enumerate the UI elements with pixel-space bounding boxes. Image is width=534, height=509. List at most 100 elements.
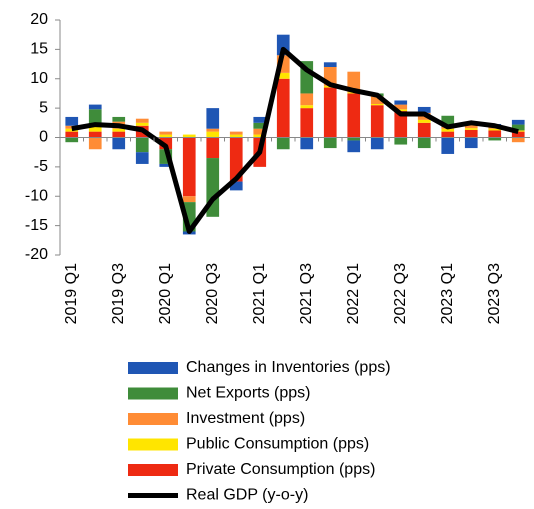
bar-segment bbox=[511, 124, 525, 131]
bar-segment bbox=[394, 104, 408, 110]
bar-segment bbox=[347, 140, 361, 153]
bar-segment bbox=[206, 108, 220, 129]
bar-segment bbox=[135, 118, 149, 123]
bar-segment bbox=[464, 125, 478, 129]
y-tick-label: -10 bbox=[25, 187, 48, 204]
y-tick-label: 0 bbox=[39, 129, 48, 146]
bar-segment bbox=[253, 122, 267, 129]
legend-label: Real GDP (y-o-y) bbox=[186, 487, 308, 504]
bar-segment bbox=[417, 106, 431, 113]
bar-segment bbox=[441, 128, 455, 132]
bar-segment bbox=[229, 134, 243, 138]
bar-segment bbox=[464, 129, 478, 138]
bar-segment bbox=[347, 71, 361, 93]
bar-segment bbox=[135, 152, 149, 164]
y-tick-label: -5 bbox=[34, 158, 48, 175]
bar-segment bbox=[370, 105, 384, 138]
bar-segment bbox=[370, 137, 384, 150]
bar-segment bbox=[135, 122, 149, 126]
bar-segment bbox=[229, 137, 243, 182]
bar-segment bbox=[112, 131, 126, 138]
bar-segment bbox=[323, 87, 337, 138]
y-tick-label: 10 bbox=[30, 70, 48, 87]
bar-segment bbox=[206, 128, 220, 132]
line-series bbox=[71, 46, 519, 234]
bar-segment bbox=[159, 131, 173, 135]
bar-segment bbox=[441, 131, 455, 138]
legend-swatch bbox=[128, 362, 178, 374]
legend-label: Private Consumption (pps) bbox=[186, 461, 375, 478]
bar-segment bbox=[511, 119, 525, 125]
bar-segment bbox=[276, 72, 290, 79]
bar-segment bbox=[488, 128, 502, 131]
bar-segment bbox=[65, 116, 79, 126]
x-tick-label: 2019 Q1 bbox=[63, 263, 80, 324]
bar-segment bbox=[441, 137, 455, 154]
bar-segment bbox=[182, 137, 196, 197]
bar-segment bbox=[417, 122, 431, 138]
bar-segment bbox=[112, 128, 126, 132]
bar-segment bbox=[88, 131, 102, 138]
legend-label: Public Consumption (pps) bbox=[186, 436, 369, 453]
bar-segment bbox=[253, 128, 267, 135]
x-tick-label: 2022 Q1 bbox=[345, 263, 362, 324]
x-tick-label: 2023 Q3 bbox=[486, 263, 503, 324]
bar-segment bbox=[206, 131, 220, 138]
bar-segment bbox=[394, 100, 408, 105]
x-tick-label: 2020 Q3 bbox=[204, 263, 221, 324]
bar-segment bbox=[88, 126, 102, 132]
bar-segment bbox=[253, 134, 267, 138]
bar-segment bbox=[464, 128, 478, 130]
bar-segment bbox=[300, 108, 314, 138]
bar-segment bbox=[417, 119, 431, 123]
bar-segment bbox=[394, 137, 408, 145]
y-tick-label: 20 bbox=[30, 11, 48, 28]
bar-segment bbox=[417, 137, 431, 149]
bar-segment bbox=[370, 104, 384, 106]
bar-segment bbox=[394, 109, 408, 112]
x-tick-label: 2023 Q1 bbox=[439, 263, 456, 324]
x-tick-label: 2022 Q3 bbox=[392, 263, 409, 324]
bar-segment bbox=[300, 137, 314, 150]
legend-label: Changes in Inventories (pps) bbox=[186, 359, 391, 376]
bar-segment bbox=[182, 134, 196, 138]
bar-segment bbox=[206, 137, 220, 159]
legend-swatch bbox=[128, 464, 178, 476]
bar-segment bbox=[488, 130, 502, 138]
legend-label: Investment (pps) bbox=[186, 410, 305, 427]
bar-segment bbox=[276, 137, 290, 150]
legend-swatch bbox=[128, 438, 178, 451]
bar-segment bbox=[323, 137, 337, 149]
bar-segment bbox=[65, 137, 79, 143]
bar-segment bbox=[370, 96, 384, 105]
bar-segment bbox=[135, 137, 149, 153]
bar-segment bbox=[347, 93, 361, 138]
bar-segment bbox=[229, 181, 243, 191]
legend-swatch bbox=[128, 413, 178, 425]
y-tick-label: 15 bbox=[30, 41, 48, 58]
bar-segment bbox=[276, 78, 290, 138]
bar-segment bbox=[65, 131, 79, 138]
bar-segment bbox=[511, 137, 525, 143]
bar-segment bbox=[159, 134, 173, 138]
bar-segment bbox=[182, 196, 196, 203]
bar-segment bbox=[88, 104, 102, 110]
bar-segment bbox=[347, 137, 361, 141]
x-tick-label: 2019 Q3 bbox=[110, 263, 127, 324]
bar-segment bbox=[300, 105, 314, 109]
legend-label: Net Exports (pps) bbox=[186, 385, 310, 402]
bar-segment bbox=[159, 163, 173, 167]
legend-swatch bbox=[128, 387, 178, 400]
bar-segment bbox=[488, 137, 502, 141]
bar-segment bbox=[112, 116, 126, 122]
bar-segment bbox=[65, 128, 79, 132]
bar-segment bbox=[253, 116, 267, 123]
bar-segment bbox=[229, 131, 243, 135]
y-tick-label: -20 bbox=[25, 246, 48, 263]
x-tick-label: 2021 Q1 bbox=[251, 263, 268, 324]
bar-segment bbox=[323, 62, 337, 67]
x-tick-label: 2021 Q3 bbox=[298, 263, 315, 324]
bar-segment bbox=[112, 137, 126, 150]
bar-segment bbox=[394, 111, 408, 138]
